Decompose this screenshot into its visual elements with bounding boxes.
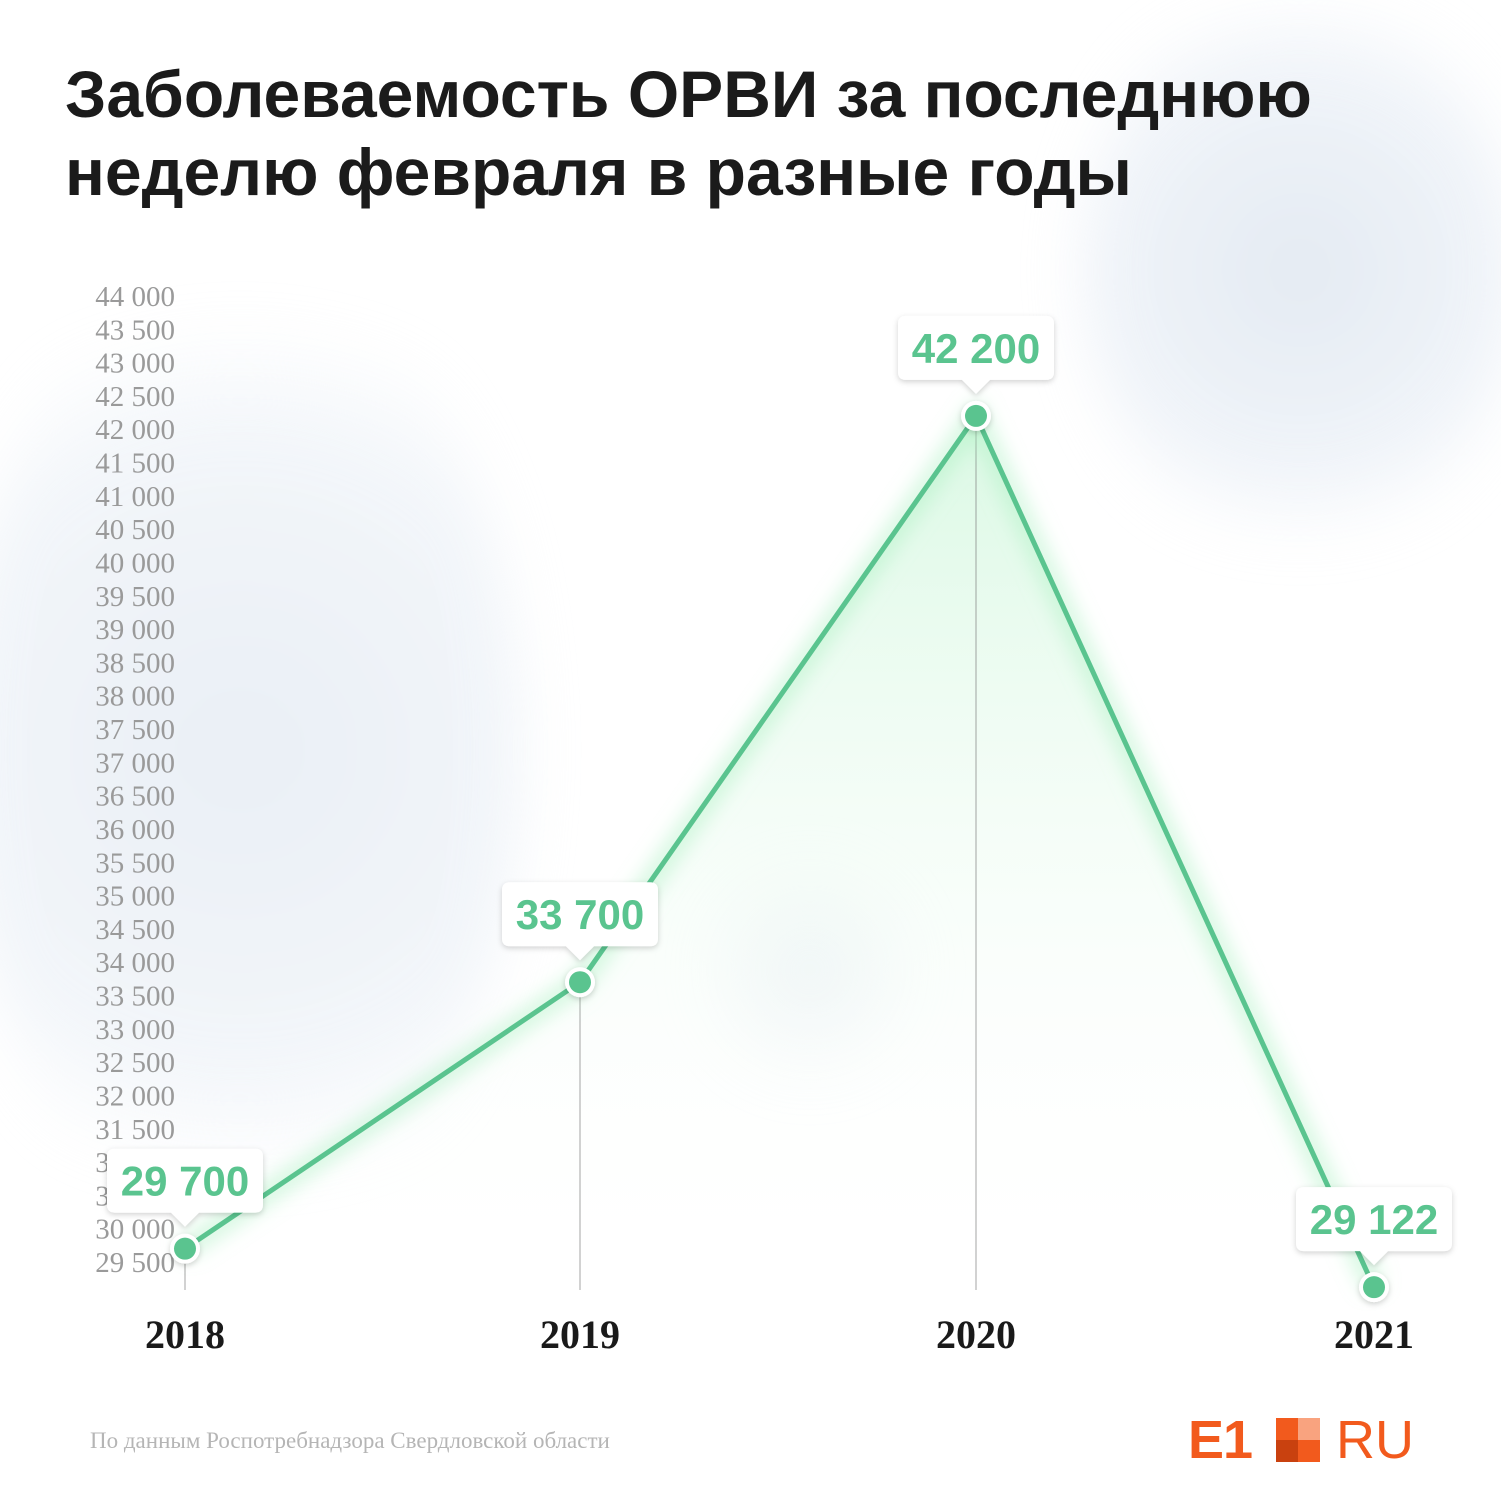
source-note: По данным Роспотребнадзора Свердловской … <box>90 1428 610 1453</box>
data-point[interactable] <box>1363 1276 1385 1299</box>
data-point[interactable] <box>174 1237 196 1260</box>
y-tick-label: 37 000 <box>95 747 175 779</box>
data-label-callout <box>502 882 658 961</box>
y-tick-label: 33 500 <box>95 981 175 1013</box>
y-tick-label: 41 000 <box>95 481 175 513</box>
y-tick-label: 42 000 <box>95 414 175 446</box>
y-tick-label: 41 500 <box>95 448 175 480</box>
y-tick-label: 44 000 <box>95 281 175 313</box>
chart-title: Заболеваемость ОРВИ за последнюю неделю … <box>65 57 1312 209</box>
x-tick-label: 2020 <box>936 1312 1016 1357</box>
data-point[interactable] <box>569 971 591 994</box>
y-tick-label: 31 500 <box>95 1114 175 1146</box>
data-label: 42 200 <box>912 325 1040 372</box>
y-tick-label: 40 000 <box>95 547 175 579</box>
data-label: 29 122 <box>1310 1196 1438 1243</box>
y-tick-label: 30 000 <box>95 1214 175 1246</box>
area-under-line <box>185 415 1374 1290</box>
data-label: 33 700 <box>516 891 644 938</box>
background-snowflake-right <box>1080 0 1501 560</box>
y-tick-label: 29 500 <box>95 1247 175 1279</box>
y-tick-label: 34 500 <box>95 914 175 946</box>
area-fill <box>185 415 1374 1290</box>
y-tick-label: 36 000 <box>95 814 175 846</box>
y-tick-label: 38 500 <box>95 647 175 679</box>
y-tick-label: 38 000 <box>95 681 175 713</box>
data-label-callout <box>898 315 1054 394</box>
y-tick-label: 35 500 <box>95 847 175 879</box>
series-line-path <box>183 413 1377 1289</box>
y-tick-label: 35 000 <box>95 881 175 913</box>
x-tick-label: 2019 <box>540 1312 620 1357</box>
y-tick-label: 39 500 <box>95 581 175 613</box>
logo-square-icon <box>1276 1418 1320 1462</box>
y-tick-label: 39 000 <box>95 614 175 646</box>
data-point[interactable] <box>965 404 987 427</box>
x-tick-label: 2021 <box>1334 1312 1414 1357</box>
y-tick-label: 37 500 <box>95 714 175 746</box>
y-tick-label: 34 000 <box>95 947 175 979</box>
logo-ru-text: RU <box>1336 1410 1414 1470</box>
y-tick-label: 32 500 <box>95 1047 175 1079</box>
data-label-callout <box>1296 1187 1452 1266</box>
y-tick-label: 43 000 <box>95 348 175 380</box>
y-tick-label: 32 000 <box>95 1080 175 1112</box>
y-tick-label: 43 500 <box>95 314 175 346</box>
logo-e1-text: E1 <box>1188 1410 1253 1470</box>
data-label: 29 700 <box>121 1158 249 1205</box>
data-points <box>170 400 1389 1303</box>
y-tick-label: 33 000 <box>95 1014 175 1046</box>
x-axis-labels: 2018 2019 2020 2021 <box>145 1312 1414 1357</box>
x-tick-label: 2018 <box>145 1312 225 1357</box>
y-tick-label: 36 500 <box>95 781 175 813</box>
y-tick-label: 40 500 <box>95 514 175 546</box>
series-line <box>179 397 1383 1291</box>
data-label-callout <box>107 1148 263 1227</box>
y-tick-label: 42 500 <box>95 381 175 413</box>
data-labels: 29 700 33 700 42 200 29 122 <box>107 315 1452 1266</box>
